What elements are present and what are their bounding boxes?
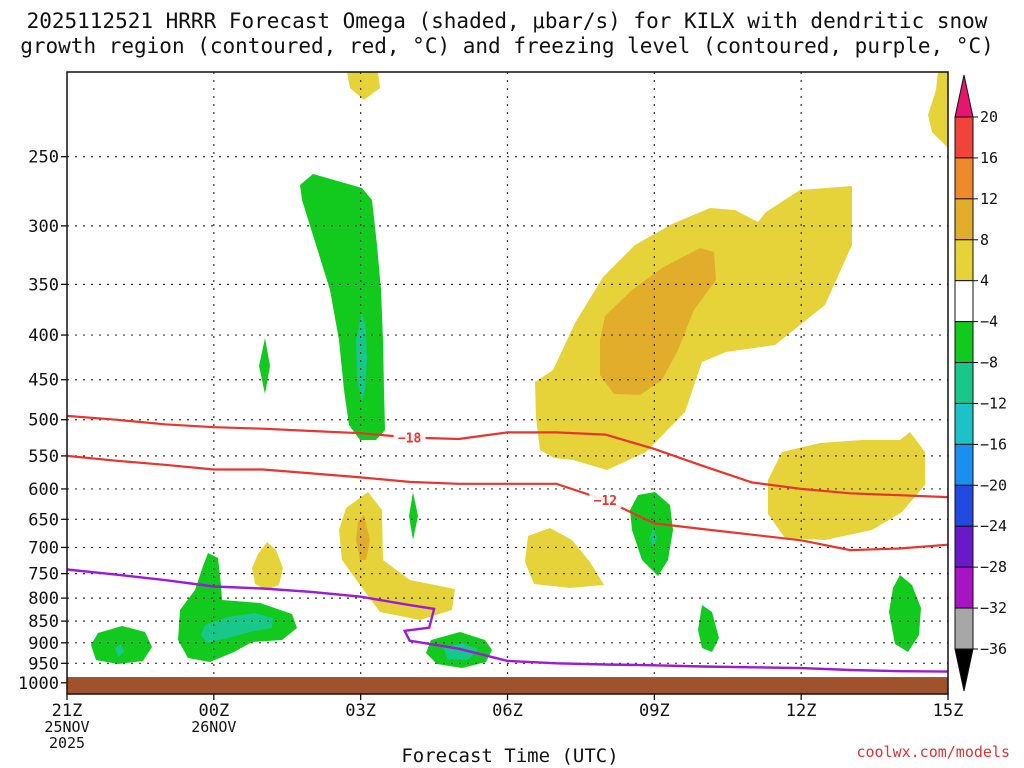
colorbar-label-1: 16 [980,149,998,167]
colorbar-label-11: −28 [980,558,1007,576]
colorbar-label-4: 4 [980,272,989,290]
y-tick-label-850: 850 [28,612,59,632]
y-tick-label-500: 500 [28,411,59,431]
omega-region-subsidence-20 [356,515,370,560]
dgz-contours: −18 −12 [66,414,949,552]
colorbar-label-7: −12 [980,394,1007,412]
omega-region-subsidence-22 [252,542,283,590]
dgz-contour-0 [66,414,949,499]
colorbar-segment-1 [954,116,974,159]
omega-region-subsidence-21 [525,528,604,588]
x-tick-label-3-0: 00Z [198,701,229,721]
colorbar-label-8: −16 [980,435,1007,453]
colorbar-label-0: 20 [980,108,998,126]
colorbar-segment-6 [954,321,974,364]
chart-title-line-2: growth region (contoured, red, °C) and f… [20,34,994,58]
ground-fill [67,677,948,694]
colorbar-segment-7 [954,362,974,404]
colorbar-segment-3 [954,198,974,241]
omega-region-ascent-7 [115,644,124,657]
y-tick-label-900: 900 [28,634,59,654]
x-tick-label-3-1: 26NOV [191,718,236,736]
omega-region-ascent-5 [201,613,273,643]
x-tick-label-6-0: 03Z [345,701,376,721]
chart-title-line-1: 2025112521 HRRR Forecast Omega (shaded, … [27,9,988,33]
omega-region-subsidence-16 [535,186,852,470]
colorbar-label-5: −4 [980,313,998,331]
colorbar-segment-12 [954,566,974,609]
x-tick-label-9-0: 06Z [492,701,523,721]
colorbar-bottom-triangle [954,648,974,692]
omega-region-subsidence-17 [600,248,716,395]
omega-region-ascent-13 [889,575,921,652]
colorbar-label-3: 8 [980,231,989,249]
y-tick-label-600: 600 [28,480,59,500]
omega-region-ascent-12 [698,605,719,652]
colorbar-label-9: −20 [980,476,1007,494]
omega-region-subsidence-15 [928,72,948,148]
colorbar-segment-10 [954,484,974,527]
dgz-contour-1 [66,454,949,552]
freezing-level [66,568,949,673]
colorbar: 20 16 12 8 4 −4 −8 −12 −16 −20 −24 −28 −32 −36 [954,74,1007,692]
colorbar-segment-13 [954,607,974,650]
colorbar-label-13: −36 [980,640,1007,658]
dgz-label-bg-0 [393,428,426,446]
omega-region-subsidence-18 [768,432,925,540]
x-tick-label-15-0: 12Z [786,701,817,721]
y-axis: 2503003504004505005506006507007508008509… [18,148,67,694]
colorbar-segment-2 [954,157,974,200]
y-tick-label-1000: 1000 [18,674,59,694]
x-tick-label-0-0: 21Z [52,701,83,721]
x-tick-label-18-0: 15Z [933,701,964,721]
omega-region-ascent-3 [409,492,418,540]
colorbar-segment-11 [954,525,974,568]
y-tick-label-700: 700 [28,538,59,558]
dgz-label-bg-1 [589,491,622,509]
plot-frame [66,71,949,695]
x-tick-label-0-2: 2025 [49,734,85,752]
colorbar-label-12: −32 [980,599,1007,617]
colorbar-segment-8 [954,402,974,445]
colorbar-segment-4 [954,239,974,282]
colorbar-segment-9 [954,443,974,486]
omega-region-subsidence-19 [339,492,455,620]
omega-region-ascent-11 [650,528,657,548]
colorbar-top-triangle [954,74,974,118]
y-tick-label-750: 750 [28,565,59,585]
y-tick-label-950: 950 [28,654,59,674]
y-tick-label-800: 800 [28,589,59,609]
freezing-level-line [66,568,949,673]
y-tick-label-300: 300 [28,217,59,237]
y-tick-label-650: 650 [28,510,59,530]
y-tick-label-550: 550 [28,447,59,467]
y-tick-label-450: 450 [28,371,59,391]
x-axis-label: Forecast Time (UTC) [401,745,618,767]
colorbar-segment-5 [954,280,974,323]
ground [67,677,948,694]
y-tick-label-400: 400 [28,326,59,346]
colorbar-label-6: −8 [980,354,998,372]
credit-text: coolwx.com/models [856,743,1010,761]
omega-region-ascent-6 [91,626,152,664]
y-tick-label-250: 250 [28,148,59,168]
y-tick-label-350: 350 [28,275,59,295]
colorbar-label-2: 12 [980,190,998,208]
x-tick-label-12-0: 09Z [639,701,670,721]
x-tick-label-0-1: 25NOV [44,718,89,736]
dgz-label-1: −12 [594,494,617,509]
colorbar-label-10: −24 [980,517,1007,535]
omega-region-subsidence-14 [347,72,380,100]
dgz-label-0: −18 [398,432,422,447]
